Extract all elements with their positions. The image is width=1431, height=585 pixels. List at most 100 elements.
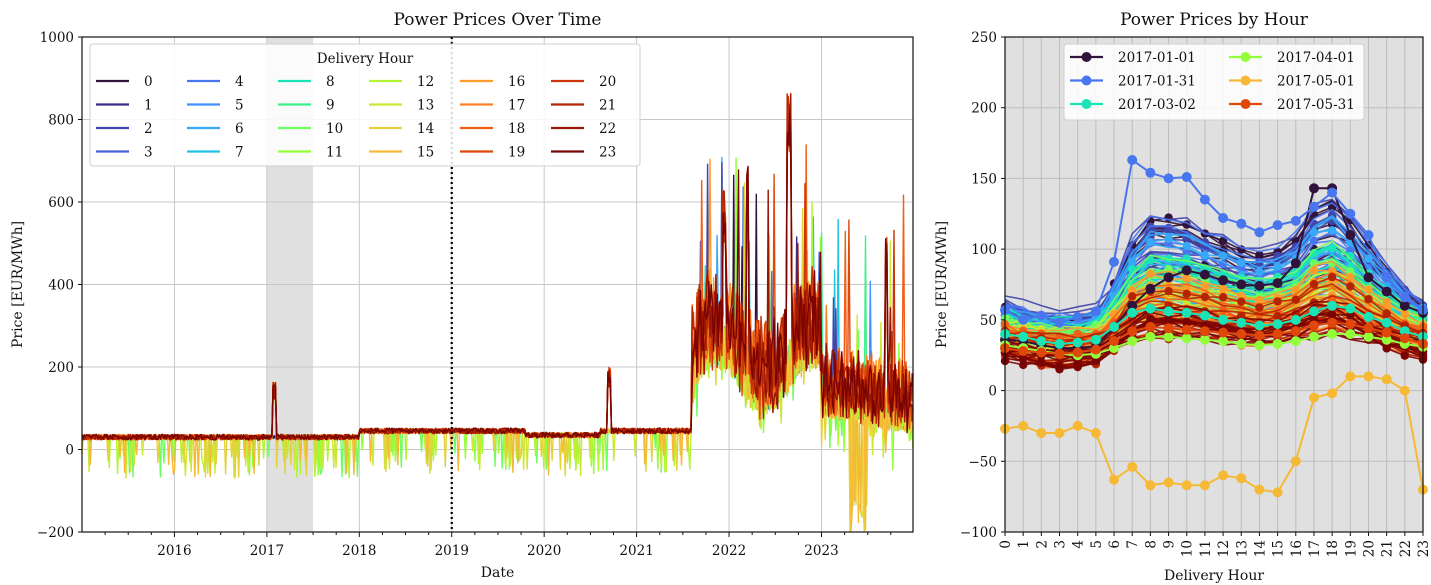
point-2017-03-02 bbox=[1109, 321, 1119, 332]
daily-marker bbox=[1146, 226, 1155, 235]
daily-marker bbox=[1273, 312, 1282, 321]
y-axis-label: Price [EUR/MWh] bbox=[10, 221, 26, 348]
legend-label-10: 10 bbox=[326, 121, 343, 137]
legend-label-2017-05-01: 2017-05-01 bbox=[1277, 74, 1355, 90]
legend-marker-2017-05-01 bbox=[1240, 75, 1251, 86]
point-2017-05-01 bbox=[1163, 477, 1174, 488]
point-2017-05-31 bbox=[1018, 346, 1029, 356]
series-hour-6 bbox=[81, 156, 914, 440]
point-2017-03-02 bbox=[1381, 317, 1392, 328]
point-2017-01-31 bbox=[1381, 272, 1392, 283]
series-hour-3 bbox=[81, 186, 914, 440]
x-tick-label: 2022 bbox=[712, 543, 746, 559]
legend-label-18: 18 bbox=[508, 121, 525, 137]
point-2017-05-01 bbox=[1054, 428, 1065, 438]
point-2017-03-02 bbox=[1363, 312, 1374, 322]
series-hour-14 bbox=[81, 182, 914, 533]
x-tick-label: 1 bbox=[1016, 540, 1032, 549]
y-tick-label: −200 bbox=[37, 525, 74, 541]
legend-label-2017-05-31: 2017-05-31 bbox=[1277, 97, 1355, 113]
daily-marker bbox=[1091, 357, 1101, 366]
point-2017-01-31 bbox=[1399, 292, 1410, 303]
legend-marker-2017-01-31 bbox=[1081, 75, 1092, 86]
point-2017-03-02 bbox=[1272, 319, 1283, 330]
legend-label-20: 20 bbox=[599, 74, 616, 90]
point-2017-04-01 bbox=[1218, 336, 1229, 347]
daily-marker bbox=[1327, 272, 1337, 282]
legend-marker-2017-04-01 bbox=[1240, 52, 1251, 62]
x-tick-label: 2017 bbox=[250, 543, 284, 559]
x-tick-label: 2020 bbox=[527, 543, 561, 559]
x-tick-label: 2023 bbox=[804, 543, 838, 559]
x-tick-label: 21 bbox=[1380, 540, 1396, 557]
point-2017-05-01 bbox=[1363, 371, 1374, 382]
x-tick-label: 23 bbox=[1416, 540, 1431, 557]
y-tick-label: 0 bbox=[65, 443, 74, 459]
point-2017-03-02 bbox=[1018, 331, 1029, 342]
point-2017-04-01 bbox=[1290, 336, 1301, 347]
point-2017-05-31 bbox=[1090, 344, 1101, 355]
point-2017-03-02 bbox=[1145, 303, 1156, 314]
point-2017-01-01 bbox=[1163, 272, 1174, 283]
point-2017-01-01 bbox=[1345, 230, 1356, 240]
point-2017-05-31 bbox=[1199, 326, 1210, 337]
daily-line bbox=[1004, 280, 1424, 328]
point-2017-01-31 bbox=[1327, 187, 1338, 198]
point-2017-04-01 bbox=[1309, 331, 1319, 342]
x-tick-label: 17 bbox=[1307, 540, 1323, 557]
point-2017-04-01 bbox=[1145, 331, 1156, 342]
x-tick-label: 7 bbox=[1125, 540, 1141, 549]
point-2017-05-31 bbox=[1381, 327, 1392, 338]
point-2017-03-02 bbox=[1236, 317, 1247, 328]
point-2017-05-01 bbox=[1327, 388, 1338, 399]
point-2017-03-02 bbox=[1399, 326, 1410, 337]
daily-marker bbox=[1400, 309, 1410, 319]
point-2017-01-31 bbox=[1018, 314, 1029, 325]
point-2017-01-01 bbox=[1381, 286, 1392, 297]
legend-box bbox=[1063, 43, 1365, 121]
point-2017-04-01 bbox=[1163, 331, 1174, 342]
point-2017-05-31 bbox=[1363, 323, 1374, 334]
y-tick-label: 250 bbox=[971, 30, 997, 46]
x-tick-label: 9 bbox=[1162, 540, 1178, 549]
point-2017-01-31 bbox=[1109, 256, 1119, 267]
legend-label-2: 2 bbox=[144, 121, 153, 137]
y-tick-label: 0 bbox=[988, 384, 997, 400]
point-2017-01-01 bbox=[1199, 269, 1210, 280]
point-2017-01-31 bbox=[1072, 312, 1083, 322]
legend-title: Delivery Hour bbox=[317, 51, 414, 67]
legend-label-2017-04-01: 2017-04-01 bbox=[1277, 50, 1355, 66]
point-2017-01-31 bbox=[1181, 172, 1192, 182]
legend-label-11: 11 bbox=[326, 145, 343, 161]
x-axis-label: Date bbox=[481, 565, 514, 581]
point-2017-05-01 bbox=[1199, 480, 1210, 491]
x-tick-label: 20 bbox=[1361, 540, 1377, 557]
point-2017-05-01 bbox=[1018, 420, 1029, 431]
y-tick-label: −100 bbox=[960, 525, 997, 541]
point-2017-03-02 bbox=[1054, 338, 1065, 349]
point-2017-01-31 bbox=[1090, 306, 1101, 317]
daily-marker bbox=[1327, 310, 1337, 319]
point-2017-05-31 bbox=[1236, 329, 1247, 339]
point-2017-03-02 bbox=[1163, 306, 1174, 317]
point-2017-04-01 bbox=[1272, 338, 1283, 349]
point-2017-01-31 bbox=[1054, 317, 1065, 328]
point-2017-04-01 bbox=[1363, 331, 1374, 342]
x-tick-label: 14 bbox=[1252, 540, 1268, 557]
daily-marker bbox=[1037, 358, 1046, 367]
legend-label-23: 23 bbox=[599, 145, 616, 161]
daily-marker bbox=[1182, 248, 1191, 257]
point-2017-05-31 bbox=[1145, 321, 1156, 332]
point-2017-04-01 bbox=[1109, 343, 1119, 354]
daily-marker bbox=[1019, 354, 1028, 363]
legend-label-17: 17 bbox=[508, 98, 525, 114]
daily-marker bbox=[1055, 361, 1064, 371]
point-2017-05-31 bbox=[1127, 326, 1138, 337]
y-tick-label: 800 bbox=[48, 113, 74, 129]
legend: 2017-01-01 2017-01-31 2017-03-02 2017-04-01… bbox=[1063, 43, 1365, 121]
daily-marker bbox=[1109, 309, 1119, 319]
x-tick-label: 8 bbox=[1143, 540, 1159, 549]
point-2017-05-31 bbox=[1109, 336, 1119, 347]
daily-marker bbox=[1346, 267, 1355, 276]
y-tick-label: 400 bbox=[48, 278, 74, 294]
